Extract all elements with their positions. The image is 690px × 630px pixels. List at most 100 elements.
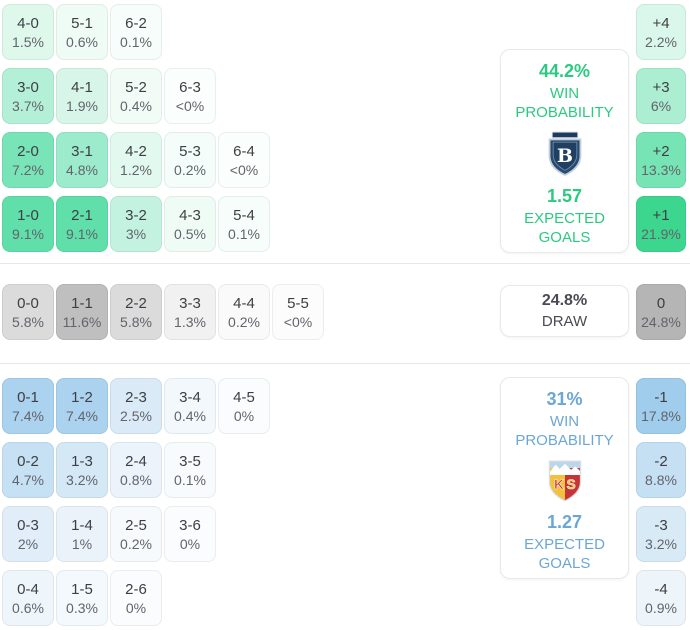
- probability-label: 0.1%: [174, 471, 206, 488]
- away-score-cell-0-1: 0-1 7.4%: [2, 378, 54, 434]
- goals-label-line1: EXPECTED: [524, 210, 605, 227]
- score-label: 2-3: [125, 388, 147, 406]
- home-score-cell-3-1: 3-1 4.8%: [56, 132, 108, 188]
- svg-text:K: K: [553, 476, 563, 492]
- score-label: 5-2: [125, 78, 147, 96]
- probability-label: 3%: [125, 225, 147, 242]
- score-label: 5-4: [233, 206, 255, 224]
- score-label: 6-4: [233, 142, 255, 160]
- probability-label: 9.1%: [66, 225, 98, 242]
- draw-score-cell-3-3: 3-3 1.3%: [164, 284, 216, 340]
- draw-summary-card: 24.8% DRAW: [500, 285, 629, 337]
- probability-label: 0.1%: [228, 225, 260, 242]
- score-label: 4-0: [17, 14, 39, 32]
- probability-label: 0%: [125, 599, 147, 616]
- probability-label: 0.3%: [66, 599, 98, 616]
- home-goal-margin-cell-+2: +2 13.3%: [636, 132, 686, 188]
- home-score-cell-5-2: 5-2 0.4%: [110, 68, 162, 124]
- score-label: 3-0: [17, 78, 39, 96]
- probability-label: 8.8%: [645, 471, 677, 488]
- score-label: 1-0: [17, 206, 39, 224]
- probability-label: 2%: [17, 535, 39, 552]
- score-label: 4-1: [71, 78, 93, 96]
- score-label: -2: [654, 452, 668, 470]
- home-score-cell-4-3: 4-3 0.5%: [164, 196, 216, 252]
- score-label: 0-4: [17, 580, 39, 598]
- away-expected-goals-label: EXPECTED GOALS: [524, 535, 605, 573]
- away-win-summary-card: 31% WIN PROBABILITY K S 1.27: [500, 377, 629, 579]
- goals-label-line2: GOALS: [538, 555, 591, 572]
- score-label: 2-0: [17, 142, 39, 160]
- away-score-cell-4-5: 4-5 0%: [218, 378, 270, 434]
- score-label: 0-2: [17, 452, 39, 470]
- probability-label: 4.7%: [12, 471, 44, 488]
- home-score-cell-1-0: 1-0 9.1%: [2, 196, 54, 252]
- score-label: 0: [656, 294, 666, 312]
- svg-text:B: B: [556, 144, 572, 167]
- probability-label: 24.8%: [641, 313, 681, 330]
- draw-score-cell-1-1: 1-1 11.6%: [56, 284, 108, 340]
- score-label: 0-3: [17, 516, 39, 534]
- probability-label: <0%: [175, 97, 205, 114]
- probability-label: <0%: [283, 313, 313, 330]
- probability-label: 0.2%: [120, 535, 152, 552]
- score-label: 3-5: [179, 452, 201, 470]
- probability-label: 3.7%: [12, 97, 44, 114]
- goals-label-line2: GOALS: [538, 229, 591, 246]
- probability-label: 21.9%: [641, 225, 681, 242]
- away-score-cell-1-4: 1-4 1%: [56, 506, 108, 562]
- basaksehir-crest: B: [545, 131, 585, 177]
- away-score-cell-0-3: 0-3 2%: [2, 506, 54, 562]
- score-label: +1: [652, 206, 670, 224]
- score-label: 1-2: [71, 388, 93, 406]
- section-divider-bottom: [0, 363, 690, 364]
- score-label: 2-1: [71, 206, 93, 224]
- probability-label: 0.2%: [228, 313, 260, 330]
- home-score-cell-6-2: 6-2 0.1%: [110, 4, 162, 60]
- win-label-line1: WIN: [549, 85, 580, 102]
- score-label: 4-2: [125, 142, 147, 160]
- away-score-cell-2-5: 2-5 0.2%: [110, 506, 162, 562]
- home-win-probability-label: WIN PROBABILITY: [515, 84, 613, 122]
- probability-label: 2.2%: [645, 33, 677, 50]
- probability-label: 3.2%: [645, 535, 677, 552]
- away-win-probability-value: 31%: [546, 389, 583, 409]
- probability-label: 1.2%: [120, 161, 152, 178]
- probability-label: 7.4%: [12, 407, 44, 424]
- home-score-cell-2-0: 2-0 7.2%: [2, 132, 54, 188]
- score-label: 1-4: [71, 516, 93, 534]
- probability-label: 0.6%: [12, 599, 44, 616]
- score-label: 4-4: [233, 294, 255, 312]
- draw-score-cell-5-5: 5-5 <0%: [272, 284, 324, 340]
- probability-label: 0.4%: [174, 407, 206, 424]
- away-score-cell-3-5: 3-5 0.1%: [164, 442, 216, 498]
- probability-label: 13.3%: [641, 161, 681, 178]
- section-divider-top: [0, 263, 690, 264]
- away-goal-margin-cell--4: -4 0.9%: [636, 570, 686, 626]
- score-label: 0-0: [17, 294, 39, 312]
- away-score-cell-2-4: 2-4 0.8%: [110, 442, 162, 498]
- probability-label: 11.6%: [62, 313, 102, 330]
- home-score-cell-4-1: 4-1 1.9%: [56, 68, 108, 124]
- away-goal-margin-cell--3: -3 3.2%: [636, 506, 686, 562]
- score-label: 5-1: [71, 14, 93, 32]
- away-score-cell-1-3: 1-3 3.2%: [56, 442, 108, 498]
- home-score-cell-5-4: 5-4 0.1%: [218, 196, 270, 252]
- probability-label: 9.1%: [12, 225, 44, 242]
- probability-label: 0.9%: [645, 599, 677, 616]
- draw-goal-margin-cell-0: 0 24.8%: [636, 284, 686, 340]
- away-win-probability-label: WIN PROBABILITY: [515, 412, 613, 450]
- probability-label: 1.5%: [12, 33, 44, 50]
- away-score-cell-3-4: 3-4 0.4%: [164, 378, 216, 434]
- svg-text:S: S: [566, 476, 575, 492]
- away-score-cell-0-4: 0-4 0.6%: [2, 570, 54, 626]
- win-label-line2: PROBABILITY: [515, 104, 614, 121]
- score-label: 6-2: [125, 14, 147, 32]
- score-label: 2-2: [125, 294, 147, 312]
- draw-score-cell-2-2: 2-2 5.8%: [110, 284, 162, 340]
- probability-label: <0%: [229, 161, 259, 178]
- home-win-summary-card: 44.2% WIN PROBABILITY B 1.57 EXPECTED GO…: [500, 49, 629, 253]
